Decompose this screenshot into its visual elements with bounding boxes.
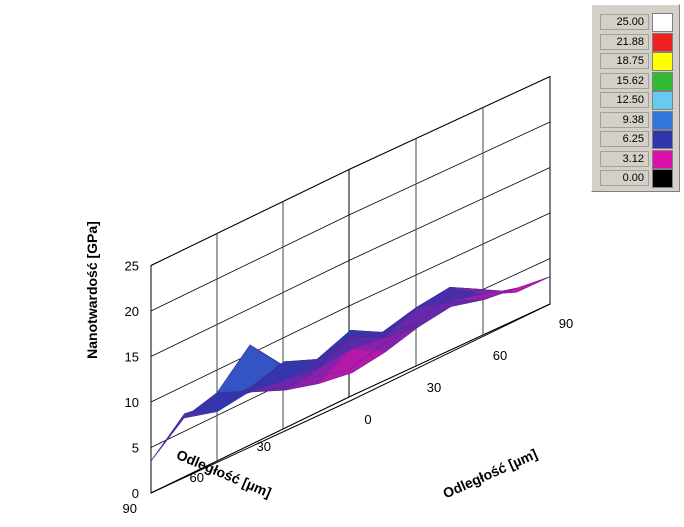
x-tick-label: 30	[257, 439, 271, 454]
legend-value: 15.62	[600, 72, 649, 89]
legend-swatch	[652, 130, 673, 149]
surface-gridline	[150, 344, 350, 462]
legend-value: 6.25	[600, 131, 649, 147]
z-tick-label: 0	[364, 412, 371, 427]
z-axis-title: Odległość [µm]	[440, 445, 539, 501]
legend-row: 6.25	[600, 130, 674, 149]
z-tick-label: 90	[559, 316, 573, 331]
z-tick-label: 30	[427, 380, 441, 395]
surface-gridline	[351, 276, 551, 373]
chart-back-walls	[150, 75, 551, 494]
legend-value: 25.00	[600, 14, 649, 30]
legend-value: 9.38	[600, 111, 649, 128]
legend-row: 18.75	[600, 52, 674, 71]
legend-row: 21.88	[600, 32, 674, 52]
legend-row: 9.38	[600, 110, 674, 130]
surface-gridline	[150, 372, 353, 462]
surface-gridline	[348, 276, 551, 370]
legend-row: 15.62	[600, 71, 674, 91]
legend-row: 25.00	[600, 13, 674, 32]
legend-value: 18.75	[600, 53, 649, 69]
y-tick-label: 25	[125, 259, 139, 274]
color-legend: 25.00 21.88 18.75 15.62 12.50 9.38 6.25 3.12 0.0…	[591, 4, 680, 192]
legend-swatch	[652, 52, 673, 71]
y-axis-title: Nanotwardość [GPa]	[84, 221, 100, 359]
legend-row: 3.12	[600, 149, 674, 169]
floor-edge	[150, 303, 551, 494]
surface-mesh	[150, 276, 551, 462]
legend-swatch	[652, 91, 673, 110]
legend-value: 21.88	[600, 33, 649, 50]
left-back-wall	[150, 168, 350, 494]
legend-swatch	[652, 110, 673, 130]
legend-row: 12.50	[600, 91, 674, 110]
surface-gridline	[282, 299, 485, 369]
y-tick-label: 0	[132, 486, 139, 501]
surface-gridline	[284, 286, 484, 391]
legend-swatch	[652, 13, 673, 32]
y-tick-label: 15	[125, 350, 139, 365]
surface-gridline	[216, 326, 419, 394]
legend-value: 3.12	[600, 150, 649, 167]
x-tick-label: 90	[123, 501, 137, 516]
x-tick-label: 60	[190, 470, 204, 485]
surface-gridline	[217, 324, 417, 404]
legend-value: 12.50	[600, 92, 649, 108]
y-tick-label: 5	[132, 441, 139, 456]
y-tick-label: 10	[125, 395, 139, 410]
z-tick-label: 60	[493, 348, 507, 363]
y-tick-label: 20	[125, 304, 139, 319]
legend-swatch	[652, 169, 673, 188]
legend-value: 0.00	[600, 170, 649, 186]
legend-swatch	[652, 149, 673, 169]
legend-row: 0.00	[600, 169, 674, 188]
legend-swatch	[652, 71, 673, 91]
legend-swatch	[652, 32, 673, 52]
